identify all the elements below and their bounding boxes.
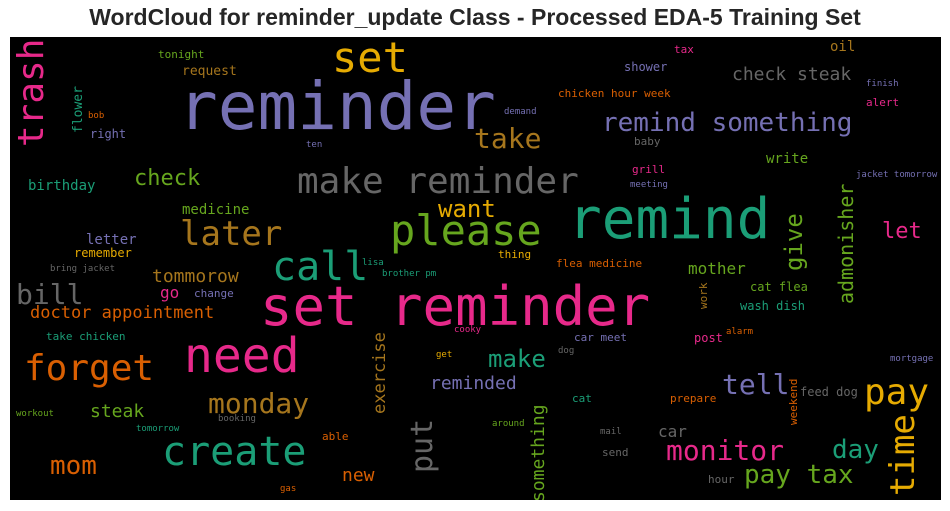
word-set: set [332,37,408,82]
word-get: get [436,350,453,360]
word-finish: finish [866,79,899,89]
word-car-meet: car meet [574,331,627,344]
word-alert: alert [866,96,900,109]
page-title: WordCloud for reminder_update Class - Pr… [89,4,861,30]
word-trash: trash [11,38,52,147]
word-prepare: prepare [670,392,717,405]
word-monday: monday [208,387,310,420]
word-mail: mail [600,427,622,437]
word-hour: hour [708,473,735,486]
word-wash-dish: wash dish [740,299,806,313]
word-take: take [474,122,542,155]
word-check-steak: check steak [732,64,852,85]
word-brother-pm: brother pm [382,269,437,279]
word-please: please [390,206,542,255]
word-mom: mom [50,451,97,481]
word-chicken-hour-week: chicken hour week [558,87,671,100]
word-gas: gas [280,484,297,494]
word-mother: mother [688,259,746,278]
word-later: later [180,214,283,254]
word-baby: baby [634,135,661,148]
word-make: make [488,345,546,373]
word-cat-flea: cat flea [750,280,808,294]
word-set-reminder: set reminder [260,275,651,338]
word-weekend: weekend [787,378,800,425]
word-bob: bob [88,111,105,121]
word-dog: dog [558,346,575,356]
word-oil: oil [830,39,856,55]
word-bring-jacket: bring jacket [50,264,116,274]
word-post: post [694,331,723,345]
word-work: work [697,282,710,310]
word-able: able [322,430,349,443]
word-letter: letter [86,232,137,248]
word-want: want [438,195,496,223]
word-steak: steak [90,401,145,422]
word-change: change [194,287,234,300]
word-meeting: meeting [630,180,668,190]
word-ten: ten [306,140,323,150]
word-tell: tell [722,368,790,401]
word-flea-medicine: flea medicine [556,257,643,270]
word-take-chicken: take chicken [46,330,126,343]
word-exercise: exercise [370,332,390,414]
word-request: request [182,64,237,79]
word-cat: cat [572,392,592,405]
word-shower: shower [624,60,668,74]
word-alarm: alarm [726,327,754,337]
word-remember: remember [74,246,132,260]
word-car: car [658,422,687,441]
word-feed-dog: feed dog [800,385,858,399]
word-forget: forget [24,348,155,389]
word-tommorow: tommorow [152,266,239,287]
word-cooky: cooky [454,325,482,335]
word-remind: remind [568,187,771,252]
word-admonisher: admonisher [834,183,858,304]
word-workout: workout [16,409,54,419]
word-reminder: reminder [178,68,496,145]
word-grill: grill [632,163,666,176]
word-right: right [90,127,127,141]
word-jacket-tomorrow: jacket tomorrow [856,170,938,180]
word-lisa: lisa [362,258,384,268]
word-doctor-appointment: doctor appointment [30,303,215,323]
word-reminded: reminded [430,373,517,394]
word-put: put [405,418,440,473]
word-go: go [160,283,180,302]
word-flower: flower [71,86,86,133]
word-pay: pay [864,372,930,413]
word-give: give [780,213,808,271]
word-time: time [883,414,923,496]
word-demand: demand [504,107,537,117]
word-something: something [528,404,549,500]
word-new: new [342,465,375,486]
word-pay-tax: pay tax [744,460,854,490]
word-mortgage: mortgage [890,354,934,364]
word-need: need [184,328,300,384]
word-remind-something: remind something [602,108,853,138]
word-write: write [766,151,809,167]
word-monitor: monitor [666,434,785,467]
word-cloud: set reminder reminder remind need make r… [10,37,941,500]
word-bill: bill [16,278,84,311]
word-send: send [602,446,629,459]
word-birthday: birthday [28,178,96,194]
word-booking: booking [218,414,256,424]
word-let: let [882,219,922,244]
word-tax: tax [674,43,694,56]
word-call: call [272,244,369,290]
word-tonight: tonight [158,48,205,61]
word-make-reminder: make reminder [297,161,579,202]
word-medicine: medicine [182,202,250,218]
word-thing: thing [498,248,532,261]
word-around: around [492,419,525,429]
word-check: check [134,166,201,191]
word-day: day [832,435,879,465]
word-create: create [162,429,307,475]
word-tomorrow: tomorrow [136,424,180,434]
